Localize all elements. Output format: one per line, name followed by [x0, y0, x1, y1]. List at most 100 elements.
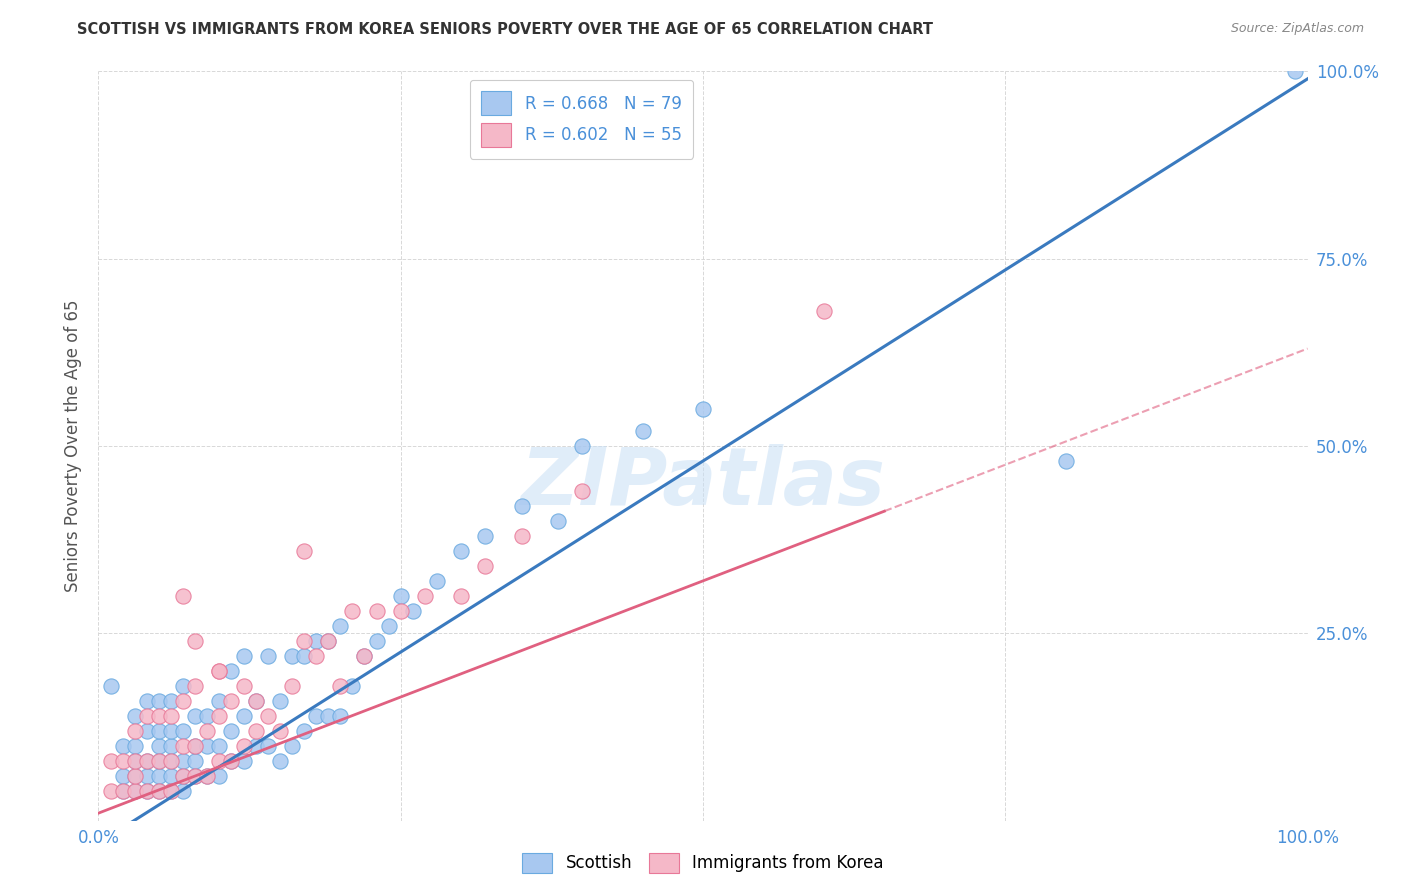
Point: [366, 604, 388, 618]
Point: [292, 723, 315, 738]
Point: [402, 604, 425, 618]
Text: ZIPatlas: ZIPatlas: [520, 444, 886, 523]
Point: [184, 769, 207, 783]
Point: [172, 679, 194, 693]
Point: [195, 739, 218, 753]
Point: [148, 783, 170, 797]
Point: [124, 723, 146, 738]
Point: [813, 304, 835, 318]
Point: [160, 723, 183, 738]
Point: [135, 723, 157, 738]
Point: [184, 739, 207, 753]
Point: [172, 769, 194, 783]
Point: [160, 754, 183, 768]
Legend: Scottish, Immigrants from Korea: Scottish, Immigrants from Korea: [516, 847, 890, 880]
Point: [195, 769, 218, 783]
Point: [124, 783, 146, 797]
Point: [135, 783, 157, 797]
Point: [195, 723, 218, 738]
Point: [245, 694, 267, 708]
Point: [329, 619, 352, 633]
Point: [100, 679, 122, 693]
Point: [1284, 64, 1306, 78]
Point: [160, 739, 183, 753]
Point: [316, 708, 339, 723]
Point: [124, 739, 146, 753]
Point: [547, 514, 569, 528]
Point: [208, 664, 231, 678]
Point: [135, 708, 157, 723]
Point: [160, 783, 183, 797]
Point: [292, 648, 315, 663]
Point: [571, 439, 593, 453]
Point: [184, 633, 207, 648]
Point: [256, 739, 278, 753]
Point: [389, 604, 412, 618]
Point: [474, 558, 496, 573]
Point: [305, 633, 328, 648]
Point: [148, 694, 170, 708]
Point: [281, 739, 304, 753]
Point: [111, 783, 134, 797]
Point: [245, 694, 267, 708]
Point: [135, 754, 157, 768]
Point: [389, 589, 412, 603]
Point: [221, 694, 243, 708]
Point: [269, 723, 291, 738]
Point: [316, 633, 339, 648]
Point: [329, 679, 352, 693]
Point: [426, 574, 449, 588]
Point: [184, 769, 207, 783]
Y-axis label: Seniors Poverty Over the Age of 65: Seniors Poverty Over the Age of 65: [65, 300, 83, 592]
Point: [232, 754, 254, 768]
Point: [124, 754, 146, 768]
Point: [148, 783, 170, 797]
Point: [148, 723, 170, 738]
Point: [100, 754, 122, 768]
Point: [305, 648, 328, 663]
Point: [221, 754, 243, 768]
Point: [124, 708, 146, 723]
Point: [510, 529, 533, 543]
Point: [269, 694, 291, 708]
Point: [124, 769, 146, 783]
Point: [195, 769, 218, 783]
Point: [135, 694, 157, 708]
Point: [256, 648, 278, 663]
Point: [571, 483, 593, 498]
Point: [184, 754, 207, 768]
Point: [111, 783, 134, 797]
Point: [208, 769, 231, 783]
Legend: R = 0.668   N = 79, R = 0.602   N = 55: R = 0.668 N = 79, R = 0.602 N = 55: [470, 79, 693, 159]
Point: [172, 739, 194, 753]
Point: [148, 754, 170, 768]
Point: [172, 694, 194, 708]
Point: [148, 708, 170, 723]
Point: [292, 544, 315, 558]
Text: SCOTTISH VS IMMIGRANTS FROM KOREA SENIORS POVERTY OVER THE AGE OF 65 CORRELATION: SCOTTISH VS IMMIGRANTS FROM KOREA SENIOR…: [77, 22, 934, 37]
Point: [111, 769, 134, 783]
Point: [124, 754, 146, 768]
Point: [111, 739, 134, 753]
Point: [100, 783, 122, 797]
Point: [245, 723, 267, 738]
Point: [184, 708, 207, 723]
Point: [148, 739, 170, 753]
Point: [353, 648, 375, 663]
Point: [474, 529, 496, 543]
Point: [450, 589, 472, 603]
Point: [631, 424, 654, 438]
Point: [172, 769, 194, 783]
Point: [160, 783, 183, 797]
Point: [135, 754, 157, 768]
Point: [292, 633, 315, 648]
Point: [208, 708, 231, 723]
Point: [353, 648, 375, 663]
Point: [510, 499, 533, 513]
Point: [413, 589, 436, 603]
Point: [245, 739, 267, 753]
Point: [148, 754, 170, 768]
Point: [124, 783, 146, 797]
Point: [281, 679, 304, 693]
Point: [160, 694, 183, 708]
